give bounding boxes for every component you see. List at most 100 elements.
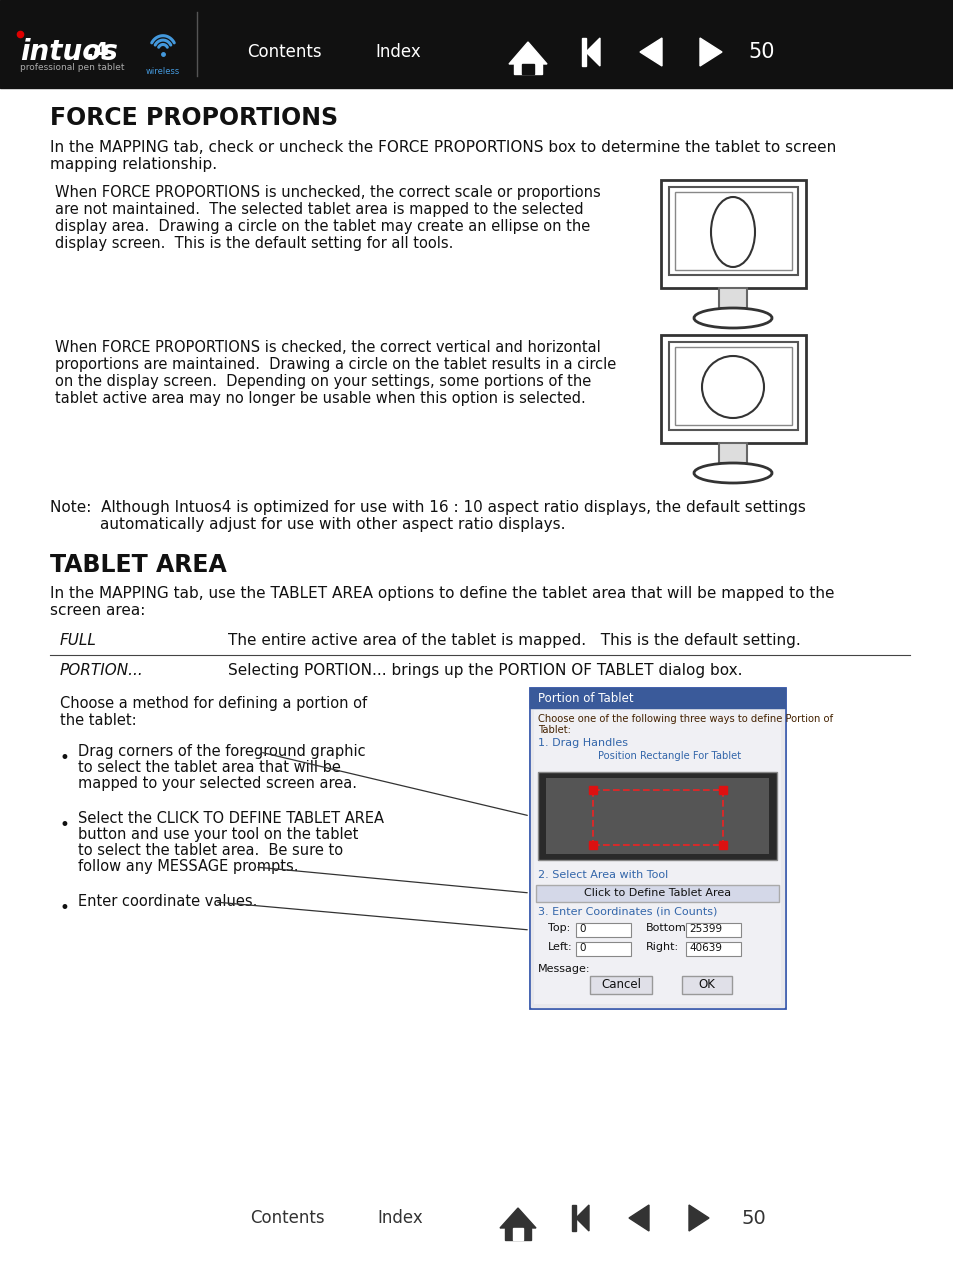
Bar (0, 0, 953, 88)
Text: screen area:: screen area: (50, 603, 145, 618)
Polygon shape (576, 1205, 588, 1231)
Text: tablet active area may no longer be usable when this option is selected.: tablet active area may no longer be usab… (55, 391, 585, 406)
Text: Contents: Contents (250, 1208, 324, 1227)
Text: Cancel: Cancel (600, 978, 640, 991)
Text: display screen.  This is the default setting for all tools.: display screen. This is the default sett… (55, 237, 453, 251)
Bar (719, 841, 726, 848)
Bar (660, 335, 805, 443)
Text: •: • (60, 817, 70, 834)
Text: intuos: intuos (20, 38, 118, 66)
Bar (719, 287, 746, 308)
Text: professional pen tablet: professional pen tablet (20, 64, 125, 73)
Text: Top:: Top: (547, 923, 570, 932)
Polygon shape (504, 1227, 531, 1240)
Text: PORTION...: PORTION... (60, 663, 144, 678)
Bar (530, 688, 784, 709)
Bar (675, 347, 791, 425)
Text: Portion of Tablet: Portion of Tablet (537, 692, 633, 705)
Text: 1. Drag Handles: 1. Drag Handles (537, 738, 627, 748)
Text: automatically adjust for use with other aspect ratio displays.: automatically adjust for use with other … (100, 516, 565, 532)
Text: The entire active area of the tablet is mapped.   This is the default setting.: The entire active area of the tablet is … (228, 633, 800, 647)
Text: 50: 50 (741, 1208, 766, 1227)
Ellipse shape (693, 308, 771, 328)
Bar (534, 710, 781, 1004)
Text: In the MAPPING tab, use the TABLET AREA options to define the tablet area that w: In the MAPPING tab, use the TABLET AREA … (50, 586, 834, 600)
Text: Contents: Contents (247, 43, 321, 61)
Text: •: • (60, 899, 70, 917)
Polygon shape (514, 64, 541, 74)
Bar (588, 841, 597, 848)
Text: In the MAPPING tab, check or uncheck the FORCE PROPORTIONS box to determine the : In the MAPPING tab, check or uncheck the… (50, 140, 836, 155)
Text: Note:  Although Intuos4 is optimized for use with 16 : 10 aspect ratio displays,: Note: Although Intuos4 is optimized for … (50, 500, 805, 515)
Bar (668, 187, 797, 275)
Polygon shape (700, 38, 721, 66)
Text: .4: .4 (86, 42, 110, 62)
Text: When FORCE PROPORTIONS is unchecked, the correct scale or proportions: When FORCE PROPORTIONS is unchecked, the… (55, 184, 600, 200)
Polygon shape (628, 1205, 648, 1231)
Text: Message:: Message: (537, 964, 590, 974)
Polygon shape (572, 1205, 576, 1231)
Text: Enter coordinate values.: Enter coordinate values. (78, 894, 257, 909)
Text: Choose one of the following three ways to define Portion of: Choose one of the following three ways t… (537, 714, 832, 724)
Text: are not maintained.  The selected tablet area is mapped to the selected: are not maintained. The selected tablet … (55, 202, 583, 218)
Bar (719, 786, 726, 794)
Text: Bottom:: Bottom: (645, 923, 690, 932)
Text: OK: OK (698, 978, 715, 991)
Text: Selecting PORTION... brings up the PORTION OF TABLET dialog box.: Selecting PORTION... brings up the PORTI… (228, 663, 741, 678)
Ellipse shape (710, 197, 754, 267)
Polygon shape (581, 38, 585, 66)
Text: 0: 0 (578, 943, 585, 953)
Text: Select the CLICK TO DEFINE TABLET AREA: Select the CLICK TO DEFINE TABLET AREA (78, 812, 384, 826)
Bar (530, 688, 784, 1007)
Text: Index: Index (375, 43, 420, 61)
FancyBboxPatch shape (589, 976, 651, 993)
Text: wireless: wireless (146, 67, 180, 76)
Text: •: • (60, 749, 70, 767)
Bar (660, 181, 805, 287)
Ellipse shape (693, 463, 771, 483)
Bar (576, 923, 630, 937)
Text: on the display screen.  Depending on your settings, some portions of the: on the display screen. Depending on your… (55, 374, 591, 389)
Text: the tablet:: the tablet: (60, 714, 136, 728)
Text: 3. Enter Coordinates (in Counts): 3. Enter Coordinates (in Counts) (537, 907, 717, 917)
Text: FULL: FULL (60, 633, 97, 647)
Text: display area.  Drawing a circle on the tablet may create an ellipse on the: display area. Drawing a circle on the ta… (55, 219, 590, 234)
Text: TABLET AREA: TABLET AREA (50, 553, 227, 577)
Text: Left:: Left: (547, 943, 572, 951)
Text: proportions are maintained.  Drawing a circle on the tablet results in a circle: proportions are maintained. Drawing a ci… (55, 357, 616, 371)
Text: When FORCE PROPORTIONS is checked, the correct vertical and horizontal: When FORCE PROPORTIONS is checked, the c… (55, 340, 600, 355)
Bar (719, 443, 746, 463)
Bar (545, 778, 768, 854)
Polygon shape (509, 42, 546, 64)
Text: Right:: Right: (645, 943, 679, 951)
Bar (576, 943, 630, 957)
Bar (675, 192, 791, 270)
Text: Index: Index (376, 1208, 422, 1227)
Polygon shape (521, 64, 534, 74)
Polygon shape (513, 1227, 522, 1240)
Polygon shape (639, 38, 661, 66)
Bar (588, 786, 597, 794)
Text: Choose a method for defining a portion of: Choose a method for defining a portion o… (60, 696, 367, 711)
Text: button and use your tool on the tablet: button and use your tool on the tablet (78, 827, 358, 842)
FancyBboxPatch shape (681, 976, 731, 993)
Text: FORCE PROPORTIONS: FORCE PROPORTIONS (50, 106, 337, 130)
Text: 50: 50 (747, 42, 774, 62)
Text: mapped to your selected screen area.: mapped to your selected screen area. (78, 776, 356, 791)
Text: Drag corners of the foreground graphic: Drag corners of the foreground graphic (78, 744, 365, 759)
Bar (685, 943, 740, 957)
Text: Tablet:: Tablet: (537, 725, 570, 735)
Text: Click to Define Tablet Area: Click to Define Tablet Area (583, 889, 730, 898)
Polygon shape (688, 1205, 708, 1231)
Bar (531, 709, 783, 1007)
Polygon shape (585, 38, 599, 66)
Text: 25399: 25399 (688, 923, 721, 934)
Text: Position Rectangle For Tablet: Position Rectangle For Tablet (598, 750, 740, 761)
Bar (537, 772, 776, 860)
Text: mapping relationship.: mapping relationship. (50, 156, 217, 172)
Text: 2. Select Area with Tool: 2. Select Area with Tool (537, 870, 667, 880)
Bar (668, 342, 797, 430)
Polygon shape (499, 1208, 536, 1227)
FancyBboxPatch shape (536, 885, 779, 902)
Text: 40639: 40639 (688, 943, 721, 953)
